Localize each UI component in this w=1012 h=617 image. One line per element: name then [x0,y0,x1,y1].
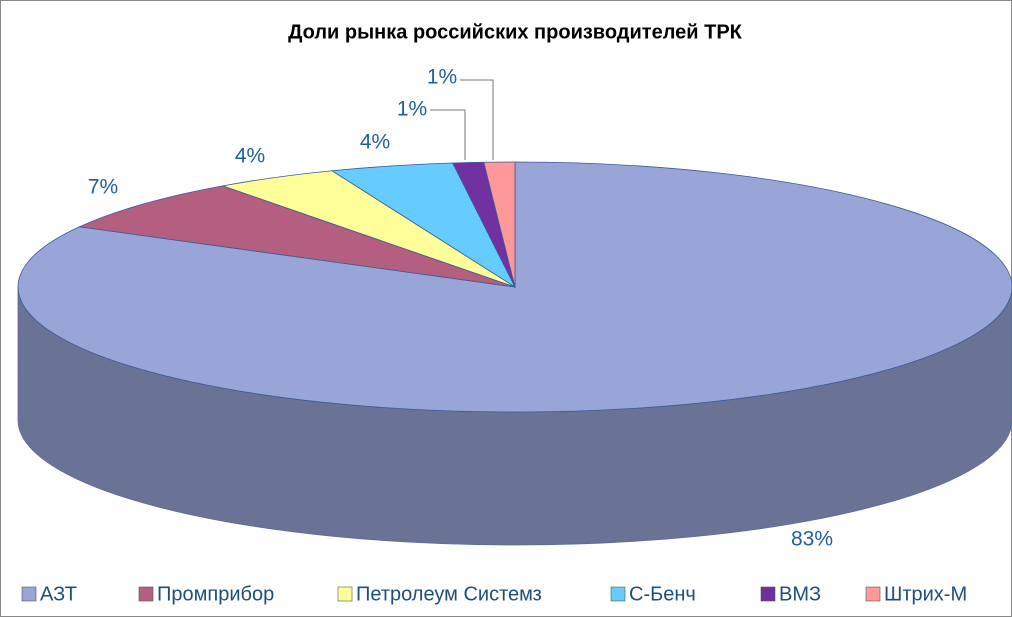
data-label: 7% [88,176,118,199]
slice [483,161,516,288]
legend-label: Промприбор [157,583,274,605]
legend-label: С-Бенч [629,583,696,605]
legend-label: ВМЗ [779,583,821,605]
legend-label: Штрих-М [884,583,967,605]
data-label: 4% [235,145,265,168]
legend-swatch [337,586,353,602]
legend-swatch [21,586,37,602]
legend-swatch [138,586,154,602]
data-label: 1% [427,66,457,89]
leader-lines [430,79,494,160]
chart-title: Доли рынка российских производителей ТРК [288,21,743,43]
legend-swatch [610,586,626,602]
data-label: 4% [360,131,390,154]
legend-label: Петролеум Системз [356,583,542,605]
data-label: 83% [791,528,833,551]
data-label: 1% [397,98,427,121]
legend-label: АЗТ [40,583,77,605]
slice [78,185,516,288]
legend-swatch [865,586,881,602]
legend-swatch [760,586,776,602]
